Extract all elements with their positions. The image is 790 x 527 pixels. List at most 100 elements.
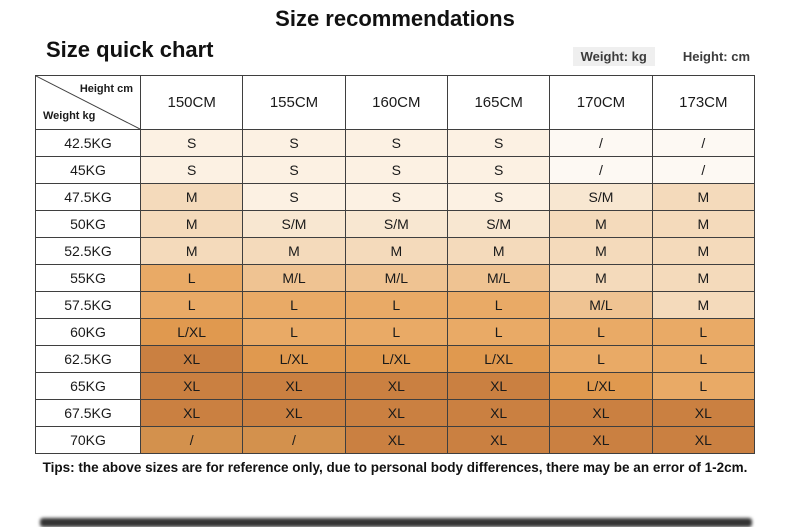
corner-cell: Height cm Weight kg xyxy=(35,75,141,130)
size-cell: M xyxy=(651,237,756,265)
size-cell: L xyxy=(446,291,551,319)
size-cell: / xyxy=(651,129,756,157)
size-cell: XL xyxy=(446,399,551,427)
size-cell: S xyxy=(242,156,346,184)
row-header: 60KG xyxy=(35,318,141,346)
size-cell: S/M xyxy=(344,210,448,238)
table-row: 47.5KG M S S S S/M M xyxy=(35,183,756,211)
weight-unit-label: Weight: kg xyxy=(572,47,655,66)
size-cell: S xyxy=(139,129,244,157)
row-header: 57.5KG xyxy=(35,291,141,319)
table-row: 52.5KG M M M M M M xyxy=(35,237,756,265)
size-cell: L xyxy=(344,291,448,319)
size-cell: M/L xyxy=(549,291,653,319)
row-header: 47.5KG xyxy=(35,183,141,211)
corner-weight-axis-label: Weight kg xyxy=(43,110,96,122)
size-cell: M xyxy=(651,183,756,211)
row-header: 70KG xyxy=(35,426,141,454)
header-row: Height cm Weight kg 150CM 155CM 160CM 165CM 17… xyxy=(35,75,756,130)
column-header: 173CM xyxy=(651,75,756,130)
size-cell: L/XL xyxy=(139,318,244,346)
table-row: 57.5KG L L L L M/L M xyxy=(35,291,756,319)
size-cell: / xyxy=(549,129,653,157)
size-cell: M/L xyxy=(344,264,448,292)
size-cell: S xyxy=(242,183,346,211)
size-cell: M xyxy=(651,291,756,319)
size-cell: L xyxy=(651,345,756,373)
cropped-next-section xyxy=(40,518,752,527)
size-cell: M xyxy=(549,210,653,238)
size-cell: M/L xyxy=(446,264,551,292)
size-cell: S xyxy=(446,183,551,211)
row-header: 67.5KG xyxy=(35,399,141,427)
size-cell: XL xyxy=(446,372,551,400)
row-header: 45KG xyxy=(35,156,141,184)
table-row: 42.5KG S S S S / / xyxy=(35,129,756,157)
size-cell: M/L xyxy=(242,264,346,292)
column-header: 160CM xyxy=(344,75,448,130)
size-cell: / xyxy=(651,156,756,184)
page-title: Size recommendations xyxy=(275,6,515,31)
row-header: 55KG xyxy=(35,264,141,292)
table-row: 45KG S S S S / / xyxy=(35,156,756,184)
column-header: 170CM xyxy=(549,75,653,130)
row-header: 62.5KG xyxy=(35,345,141,373)
size-cell: L xyxy=(549,345,653,373)
size-cell: S xyxy=(242,129,346,157)
size-cell: L xyxy=(549,318,653,346)
column-header: 155CM xyxy=(242,75,346,130)
size-cell: S xyxy=(344,156,448,184)
size-cell: XL xyxy=(651,426,756,454)
size-cell: L xyxy=(651,372,756,400)
size-cell: / xyxy=(549,156,653,184)
size-cell: XL xyxy=(549,399,653,427)
size-cell: XL xyxy=(446,426,551,454)
size-cell: M xyxy=(242,237,346,265)
size-cell: L/XL xyxy=(549,372,653,400)
size-cell: L/XL xyxy=(344,345,448,373)
size-cell: XL xyxy=(139,345,244,373)
size-cell: S/M xyxy=(549,183,653,211)
size-cell: XL xyxy=(344,372,448,400)
size-cell: XL xyxy=(549,426,653,454)
corner-height-axis-label: Height cm xyxy=(79,83,133,95)
size-cell: L xyxy=(139,264,244,292)
size-cell: XL xyxy=(344,399,448,427)
row-header: 52.5KG xyxy=(35,237,141,265)
size-cell: M xyxy=(549,264,653,292)
size-cell: XL xyxy=(651,399,756,427)
tips-text: Tips: the above sizes are for reference … xyxy=(42,460,748,475)
size-cell: M xyxy=(549,237,653,265)
size-cell: L xyxy=(344,318,448,346)
size-cell: L xyxy=(139,291,244,319)
unit-labels: Weight: kg Height: cm xyxy=(572,47,752,66)
size-cell: M xyxy=(139,237,244,265)
size-cell: S xyxy=(344,129,448,157)
table-row: 55KG L M/L M/L M/L M M xyxy=(35,264,756,292)
size-cell: M xyxy=(344,237,448,265)
size-cell: L/XL xyxy=(446,345,551,373)
size-cell: S xyxy=(344,183,448,211)
size-cell: / xyxy=(139,426,244,454)
size-cell: XL xyxy=(242,399,346,427)
size-cell: L/XL xyxy=(242,345,346,373)
size-cell: S xyxy=(139,156,244,184)
size-cell: XL xyxy=(139,399,244,427)
height-unit-label: Height: cm xyxy=(682,49,750,64)
size-cell: L xyxy=(651,318,756,346)
size-cell: XL xyxy=(242,372,346,400)
size-cell: M xyxy=(651,210,756,238)
size-cell: M xyxy=(651,264,756,292)
size-cell: M xyxy=(139,183,244,211)
row-header: 65KG xyxy=(35,372,141,400)
table-row: 67.5KG XL XL XL XL XL XL xyxy=(35,399,756,427)
size-cell: XL xyxy=(344,426,448,454)
row-header: 50KG xyxy=(35,210,141,238)
diagonal-divider-line xyxy=(36,76,140,129)
table-row: 65KG XL XL XL XL L/XL L xyxy=(35,372,756,400)
column-header: 150CM xyxy=(139,75,244,130)
size-cell: S/M xyxy=(446,210,551,238)
size-cell: L xyxy=(242,318,346,346)
size-cell: L xyxy=(446,318,551,346)
